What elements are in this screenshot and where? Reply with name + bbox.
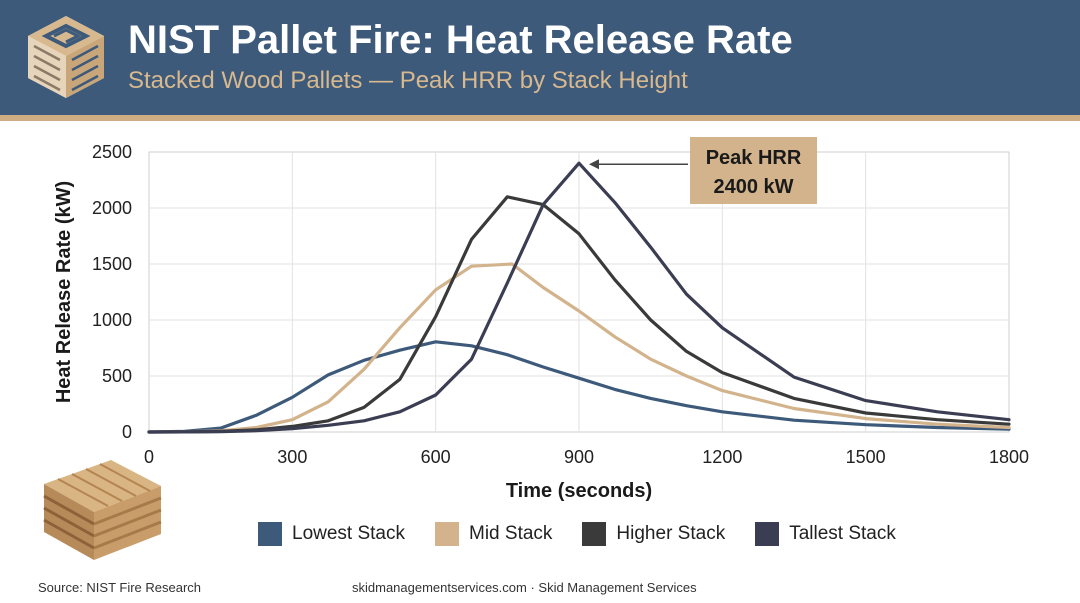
- peak-annotation-text: 2400 kW: [713, 176, 793, 198]
- x-tick-label: 1800: [989, 447, 1029, 467]
- y-axis-title: Heat Release Rate (kW): [53, 181, 75, 403]
- x-axis-title: Time (seconds): [506, 480, 652, 502]
- x-tick-label: 600: [421, 447, 451, 467]
- y-tick-label: 2500: [92, 142, 132, 162]
- page-subtitle: Stacked Wood Pallets — Peak HRR by Stack…: [128, 67, 688, 94]
- legend-label-mid: Mid Stack: [469, 523, 553, 544]
- legend-item-higher: Higher Stack: [582, 522, 725, 546]
- x-tick-label: 1200: [702, 447, 742, 467]
- peak-annotation-text: Peak HRR: [706, 147, 802, 169]
- x-tick-label: 300: [277, 447, 307, 467]
- pallet-stack-logo-icon: [28, 16, 104, 98]
- legend-label-lowest: Lowest Stack: [292, 523, 405, 544]
- series-line-mid-stack: [147, 262, 1011, 434]
- y-tick-label: 1500: [92, 254, 132, 274]
- peak-annotation-box: [690, 137, 817, 204]
- legend-swatch-mid: [435, 522, 459, 546]
- chart-legend: Lowest Stack Mid Stack Higher Stack Tall…: [258, 520, 896, 548]
- legend-item-mid: Mid Stack: [435, 522, 552, 546]
- series-line-tallest-stack: [147, 161, 1011, 434]
- x-tick-label: 1500: [846, 447, 886, 467]
- source-note: Source: NIST Fire Research: [38, 580, 202, 595]
- y-tick-label: 500: [102, 366, 132, 386]
- legend-item-tallest: Tallest Stack: [755, 522, 896, 546]
- peak-annotation-arrowhead: [589, 159, 599, 170]
- series-line-lowest-stack: [147, 340, 1011, 434]
- y-tick-label: 0: [122, 422, 132, 442]
- wood-pallet-stack-icon: [43, 460, 162, 560]
- hrr-line-chart: 0 300 600 900 1200 1500 1800 0 500 1000 1500 2000 25…: [53, 137, 1029, 502]
- y-tick-label: 2000: [92, 198, 132, 218]
- legend-label-higher: Higher Stack: [616, 523, 726, 544]
- legend-label-tallest: Tallest Stack: [789, 523, 896, 544]
- legend-item-lowest: Lowest Stack: [258, 522, 405, 546]
- page-title: NIST Pallet Fire: Heat Release Rate: [128, 18, 793, 62]
- site-credit: skidmanagementservices.com · Skid Manage…: [352, 580, 697, 595]
- y-tick-label: 1000: [92, 310, 132, 330]
- legend-swatch-lowest: [258, 522, 282, 546]
- header-banner: [0, 0, 1080, 115]
- x-tick-label: 900: [564, 447, 594, 467]
- header-divider: [0, 115, 1080, 121]
- x-tick-label: 0: [144, 447, 154, 467]
- legend-swatch-tallest: [755, 522, 780, 546]
- legend-swatch-higher: [582, 522, 607, 546]
